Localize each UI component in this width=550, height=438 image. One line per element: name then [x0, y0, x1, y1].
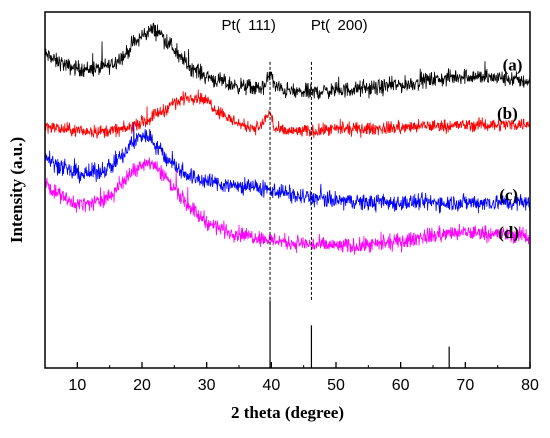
- plot-area: [44, 22, 531, 368]
- plot-frame: [44, 11, 531, 369]
- x-tick-label: 20: [133, 377, 151, 394]
- series-line: [44, 89, 531, 139]
- series-line: [44, 157, 531, 255]
- chart-labels: 10 20 30 40 50 60 70 80 Pt( 111) Pt( 200) (a) (b) (c…: [68, 17, 539, 394]
- series-label: (a): [503, 56, 523, 75]
- x-tick-label: 10: [68, 377, 86, 394]
- x-tick-label: 50: [327, 377, 345, 394]
- peak-label: Pt( 200): [311, 17, 368, 34]
- x-tick-label: 40: [262, 377, 280, 394]
- series-label: (d): [498, 223, 519, 242]
- x-tick-label: 70: [456, 377, 474, 394]
- series-label: (c): [499, 186, 518, 205]
- series-line: [44, 22, 531, 100]
- peak-label: Pt( 111): [221, 17, 275, 34]
- x-tick-label: 80: [521, 377, 539, 394]
- series-label: (b): [497, 104, 518, 123]
- series-line: [44, 122, 531, 214]
- x-tick-label: 30: [198, 377, 216, 394]
- y-axis-title: Intensity (a.u.): [7, 137, 26, 243]
- x-axis-title: 2 theta (degree): [231, 403, 344, 422]
- x-tick-label: 60: [392, 377, 410, 394]
